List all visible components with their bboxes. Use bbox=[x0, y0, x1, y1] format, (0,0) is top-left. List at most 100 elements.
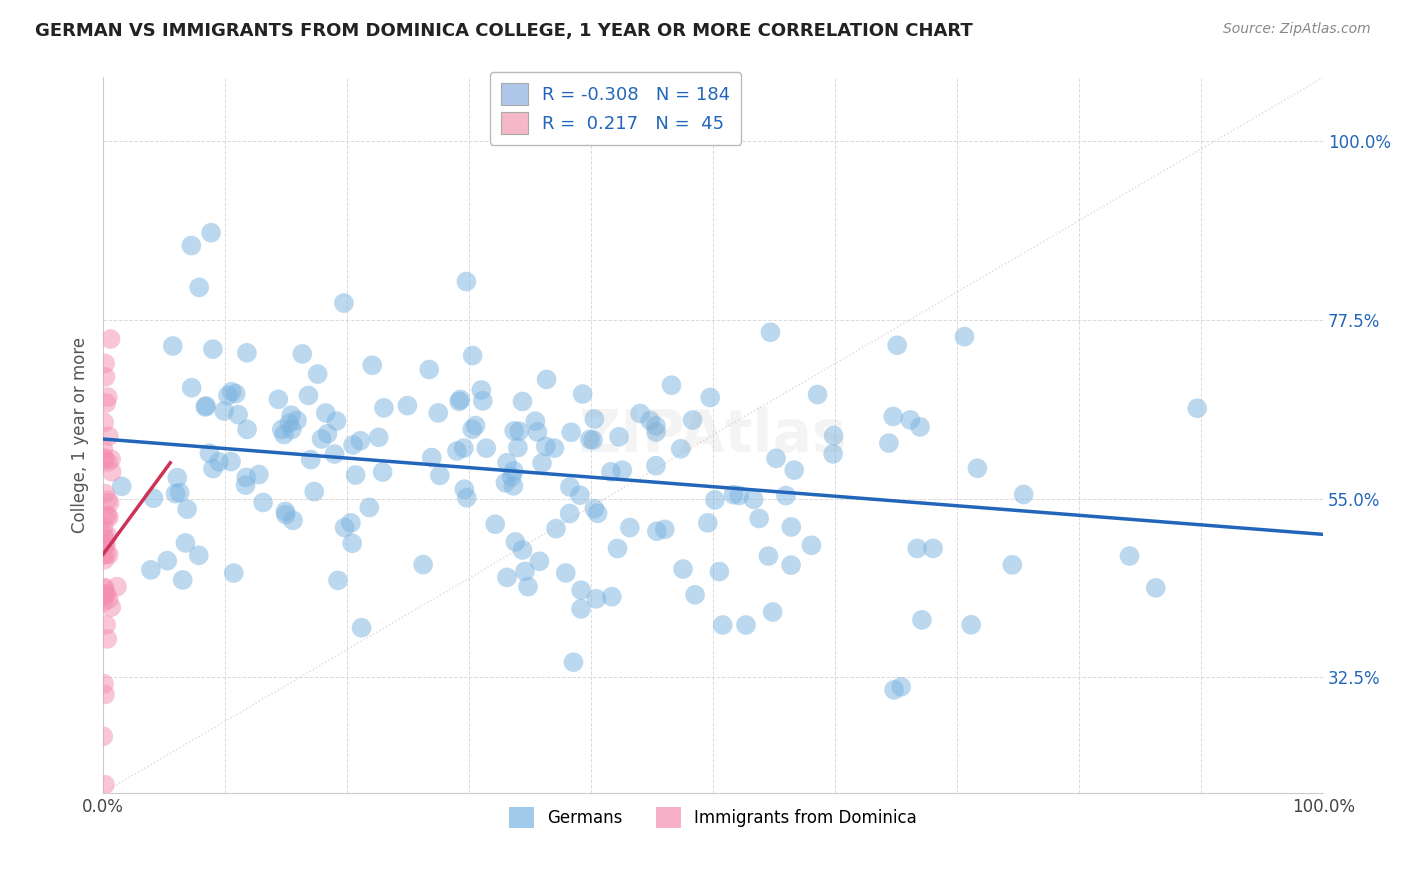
Point bbox=[569, 602, 592, 616]
Point bbox=[638, 413, 661, 427]
Point bbox=[274, 508, 297, 522]
Point bbox=[93, 521, 115, 535]
Point bbox=[453, 441, 475, 455]
Point bbox=[823, 447, 845, 461]
Point bbox=[105, 580, 128, 594]
Point bbox=[534, 439, 557, 453]
Point bbox=[699, 391, 721, 405]
Point bbox=[654, 522, 676, 536]
Point bbox=[342, 438, 364, 452]
Point bbox=[93, 553, 115, 567]
Point bbox=[780, 520, 803, 534]
Point bbox=[297, 388, 319, 402]
Point bbox=[299, 452, 322, 467]
Point bbox=[97, 510, 120, 524]
Point bbox=[333, 520, 356, 534]
Point bbox=[554, 566, 576, 580]
Point bbox=[172, 573, 194, 587]
Point bbox=[696, 516, 718, 530]
Point bbox=[765, 451, 787, 466]
Point bbox=[198, 446, 221, 460]
Point bbox=[340, 516, 363, 530]
Point bbox=[418, 362, 440, 376]
Point bbox=[877, 436, 900, 450]
Point bbox=[586, 507, 609, 521]
Point bbox=[96, 632, 118, 646]
Point bbox=[94, 587, 117, 601]
Point bbox=[600, 590, 623, 604]
Point bbox=[94, 508, 117, 523]
Point bbox=[274, 504, 297, 518]
Point bbox=[162, 339, 184, 353]
Point bbox=[373, 401, 395, 415]
Point bbox=[461, 422, 484, 436]
Point bbox=[344, 468, 367, 483]
Point bbox=[94, 537, 117, 551]
Point bbox=[759, 326, 782, 340]
Text: GERMAN VS IMMIGRANTS FROM DOMINICA COLLEGE, 1 YEAR OR MORE CORRELATION CHART: GERMAN VS IMMIGRANTS FROM DOMINICA COLLE… bbox=[35, 22, 973, 40]
Point bbox=[93, 450, 115, 465]
Point bbox=[505, 535, 527, 549]
Point bbox=[883, 682, 905, 697]
Point bbox=[560, 425, 582, 440]
Point bbox=[683, 588, 706, 602]
Point bbox=[645, 425, 668, 439]
Point bbox=[456, 275, 478, 289]
Point bbox=[156, 554, 179, 568]
Point bbox=[111, 479, 134, 493]
Point bbox=[569, 583, 592, 598]
Point bbox=[267, 392, 290, 407]
Point bbox=[536, 372, 558, 386]
Point bbox=[543, 441, 565, 455]
Point bbox=[783, 463, 806, 477]
Point bbox=[94, 618, 117, 632]
Point bbox=[311, 432, 333, 446]
Point bbox=[420, 450, 443, 465]
Point bbox=[470, 383, 492, 397]
Point bbox=[273, 427, 295, 442]
Point bbox=[278, 416, 301, 430]
Point bbox=[496, 456, 519, 470]
Point bbox=[212, 404, 235, 418]
Point bbox=[100, 465, 122, 479]
Point bbox=[93, 416, 115, 430]
Point bbox=[97, 429, 120, 443]
Point bbox=[1187, 401, 1209, 416]
Point bbox=[96, 587, 118, 601]
Point bbox=[513, 565, 536, 579]
Point bbox=[475, 441, 498, 455]
Point bbox=[429, 468, 451, 483]
Point bbox=[342, 536, 364, 550]
Point bbox=[176, 502, 198, 516]
Point bbox=[775, 489, 797, 503]
Point bbox=[562, 655, 585, 669]
Point bbox=[350, 621, 373, 635]
Point bbox=[180, 381, 202, 395]
Point bbox=[728, 488, 751, 502]
Point bbox=[882, 409, 904, 424]
Point bbox=[412, 558, 434, 572]
Point bbox=[93, 677, 115, 691]
Point bbox=[606, 541, 628, 556]
Point bbox=[217, 388, 239, 402]
Point bbox=[316, 426, 339, 441]
Point bbox=[281, 513, 304, 527]
Point bbox=[100, 452, 122, 467]
Point bbox=[742, 492, 765, 507]
Point bbox=[97, 592, 120, 607]
Point bbox=[208, 455, 231, 469]
Point bbox=[558, 480, 581, 494]
Point bbox=[187, 549, 209, 563]
Point bbox=[619, 520, 641, 534]
Point bbox=[526, 425, 548, 439]
Point bbox=[93, 589, 115, 603]
Point bbox=[94, 356, 117, 370]
Point bbox=[91, 730, 114, 744]
Point bbox=[911, 613, 934, 627]
Point bbox=[252, 495, 274, 509]
Point bbox=[201, 342, 224, 356]
Point bbox=[94, 370, 117, 384]
Point bbox=[512, 543, 534, 558]
Point bbox=[396, 399, 419, 413]
Point bbox=[582, 433, 605, 447]
